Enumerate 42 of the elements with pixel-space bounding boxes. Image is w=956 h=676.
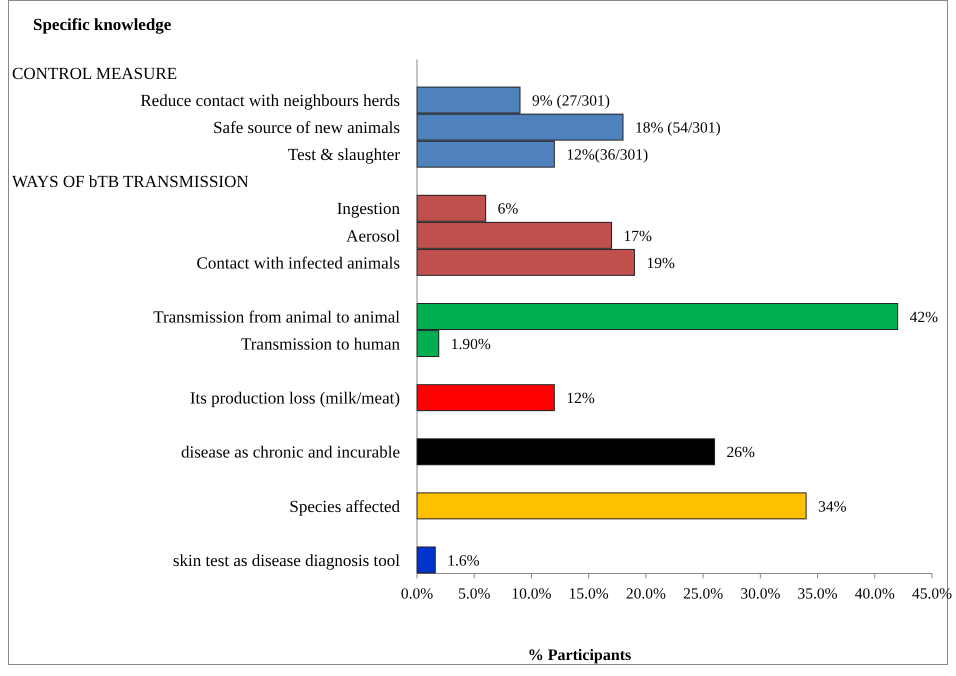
y-tick-label: Contact with infected animals bbox=[196, 253, 400, 272]
y-tick-label: Transmission to human bbox=[240, 334, 400, 354]
bar bbox=[416, 438, 716, 466]
x-tick-label: 45.0% bbox=[912, 586, 952, 603]
data-label: 19% bbox=[646, 254, 675, 272]
x-tick-label: 35.0% bbox=[798, 586, 838, 603]
bar bbox=[416, 492, 807, 520]
bar bbox=[416, 546, 436, 574]
text: WAYS OF bTB TRANSMISSION bbox=[12, 172, 249, 192]
y-tick-label: Safe source of new animals bbox=[213, 118, 400, 138]
y-tick-label: disease as chronic and incurable bbox=[180, 442, 400, 462]
data-label: 6% bbox=[498, 200, 518, 218]
x-tick-label: 20.0% bbox=[626, 586, 666, 603]
x-tick-label: 40.0% bbox=[854, 586, 895, 603]
data-label: 12% bbox=[566, 390, 595, 408]
x-tick-label: 5.0% bbox=[458, 586, 490, 603]
y-tick-label: Test & slaughter bbox=[288, 145, 400, 164]
x-tick-label: 15.0% bbox=[568, 586, 609, 603]
data-label: 42% bbox=[910, 308, 938, 326]
data-label: 34% bbox=[818, 498, 847, 516]
x-tick-label: 10.0% bbox=[511, 586, 552, 603]
x-axis-title: % Participants bbox=[528, 647, 632, 664]
x-tick-label: 25.0% bbox=[683, 586, 724, 603]
y-tick-label: Aerosol bbox=[346, 226, 400, 246]
y-tick-label: Ingestion bbox=[336, 199, 400, 218]
data-label: 18% (54/301) bbox=[635, 120, 721, 137]
y-tick-label: Species affected bbox=[289, 496, 400, 516]
x-tick-label: 30.0% bbox=[740, 586, 780, 603]
y-tick-label: Transmission from animal to animal bbox=[153, 307, 400, 326]
bar bbox=[416, 384, 555, 412]
data-label: 9% (27/301) bbox=[532, 92, 610, 110]
data-label: 17% bbox=[624, 228, 652, 245]
data-label: 12%(36/301) bbox=[566, 146, 648, 164]
text: CONTROL MEASURE bbox=[12, 64, 178, 83]
data-label: 1.90% bbox=[450, 336, 491, 353]
x-tick-label: 0.0% bbox=[400, 586, 434, 603]
data-label: 26% bbox=[726, 444, 756, 462]
text: Specific knowledge bbox=[33, 15, 172, 34]
y-tick-label: skin test as disease diagnosis tool bbox=[172, 550, 400, 570]
data-label: 1.6% bbox=[447, 552, 480, 570]
y-tick-label: Reduce contact with neighbours herds bbox=[140, 91, 400, 110]
y-tick-label: Its production loss (milk/meat) bbox=[190, 388, 400, 408]
